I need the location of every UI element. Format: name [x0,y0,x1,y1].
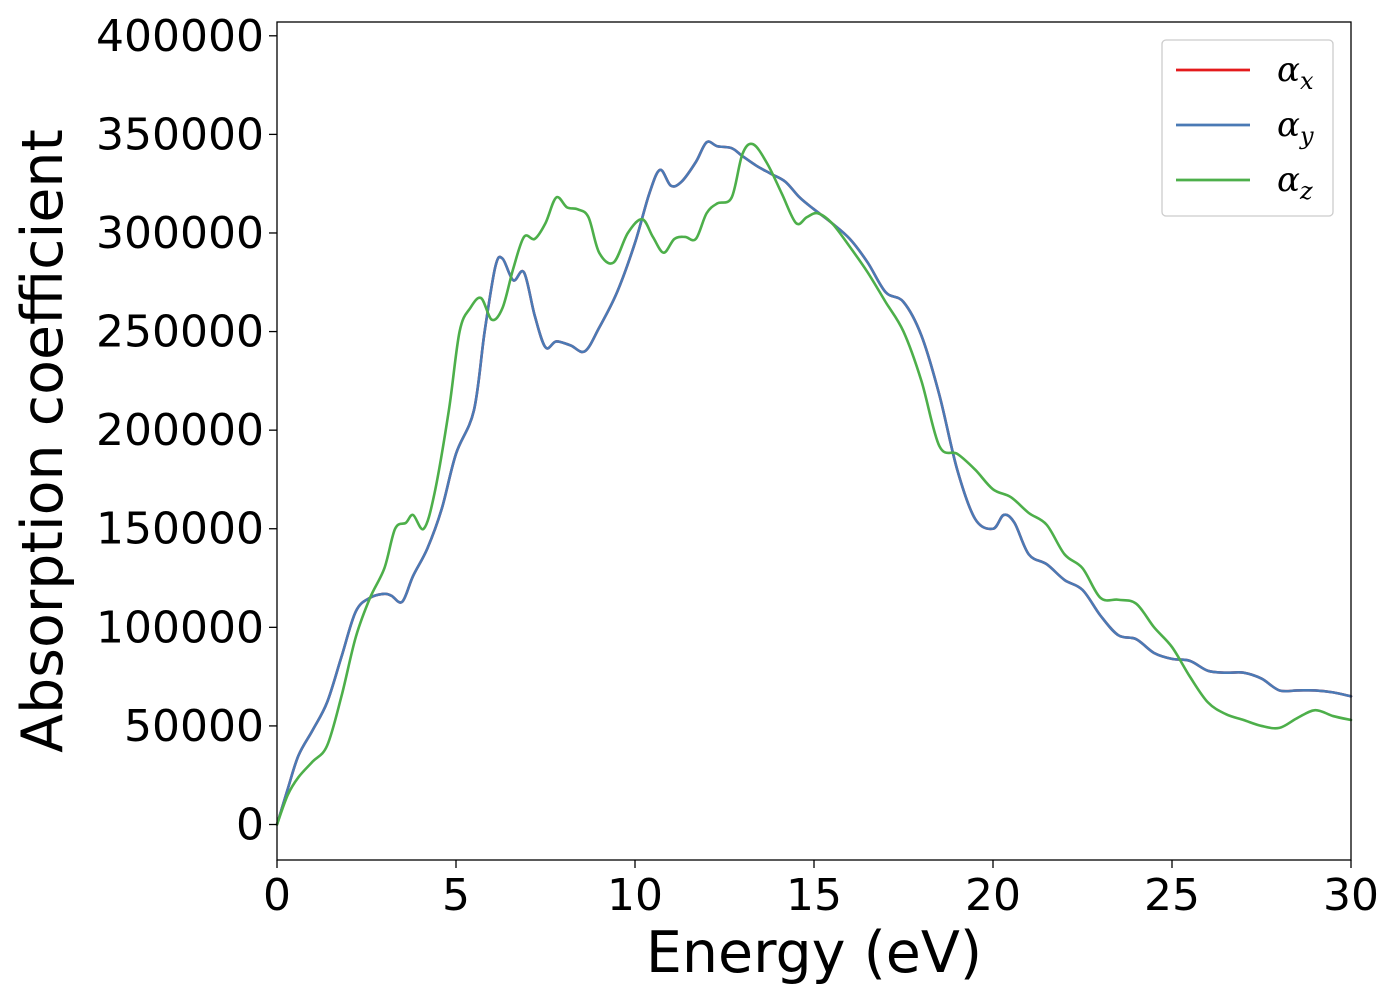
y-tick-label: 100000 [96,602,264,653]
x-tick-label: 5 [442,870,470,921]
y-axis-title: Absorption coefficient [10,129,76,753]
legend-frame [1161,39,1334,217]
legend-label-z: αz [1277,160,1313,205]
y-axis: 0 50000 100000 150000 200000 250000 300000 3500… [96,11,277,851]
x-axis: 0 5 10 15 20 25 30 [263,860,1379,921]
y-tick-label: 300000 [96,208,264,259]
legend-label-x: αx [1277,50,1314,95]
x-tick-label: 20 [965,870,1021,921]
y-tick-label: 0 [236,800,264,851]
x-tick-label: 30 [1323,870,1379,921]
series-line-z [275,142,1353,826]
legend-label-y: αy [1277,105,1314,150]
x-tick-label: 15 [786,870,842,921]
x-axis-title: Energy (eV) [646,920,982,986]
x-tick-label: 0 [263,870,291,921]
x-tick-label: 25 [1144,870,1200,921]
series-layer [275,140,1353,826]
series-line-y [275,140,1353,826]
y-tick-label: 250000 [96,307,264,358]
y-tick-label: 200000 [96,405,264,456]
x-tick-label: 10 [607,870,663,921]
y-tick-label: 50000 [124,701,264,752]
y-tick-label: 400000 [96,11,264,62]
y-tick-label: 150000 [96,504,264,555]
y-tick-label: 350000 [96,109,264,160]
legend: αx αy αz [1161,39,1334,217]
